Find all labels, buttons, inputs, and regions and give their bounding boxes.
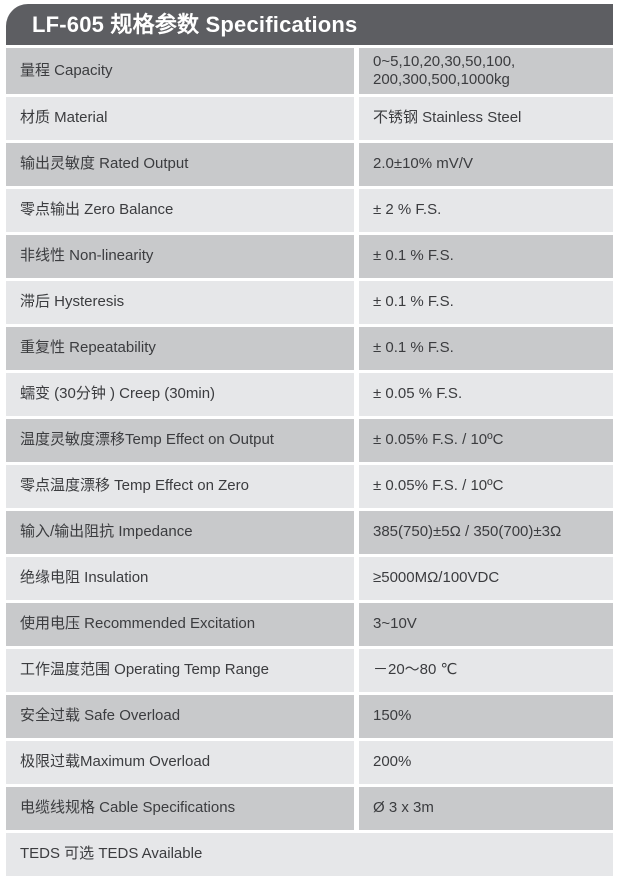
spec-label-cell: 零点输出 Zero Balance xyxy=(6,189,354,232)
spec-label-cell: 输出灵敏度 Rated Output xyxy=(6,143,354,186)
spec-label-cell: 滞后 Hysteresis xyxy=(6,281,354,324)
table-row: 非线性 Non-linearity ± 0.1 % F.S. xyxy=(6,235,613,278)
table-row: 极限过载Maximum Overload 200% xyxy=(6,741,613,784)
spec-label-cell: 量程 Capacity xyxy=(6,48,354,94)
spec-label-cell: 安全过载 Safe Overload xyxy=(6,695,354,738)
spec-label-cell: 蠕变 (30分钟 ) Creep (30min) xyxy=(6,373,354,416)
teds-availability-cell: TEDS 可选 TEDS Available xyxy=(6,833,613,876)
table-row: 安全过载 Safe Overload 150% xyxy=(6,695,613,738)
spec-value-cell: 0~5,10,20,30,50,100, 200,300,500,1000kg xyxy=(359,48,613,94)
spec-value-cell: ± 0.05% F.S. / 10ºC xyxy=(359,419,613,462)
spec-label-cell: 重复性 Repeatability xyxy=(6,327,354,370)
table-row-footer: TEDS 可选 TEDS Available xyxy=(6,833,613,876)
table-row: 使用电压 Recommended Excitation 3~10V xyxy=(6,603,613,646)
spec-value-cell: 不锈钢 Stainless Steel xyxy=(359,97,613,140)
spec-label-cell: 温度灵敏度漂移Temp Effect on Output xyxy=(6,419,354,462)
spec-value-cell: ± 0.1 % F.S. xyxy=(359,327,613,370)
table-row: 滞后 Hysteresis ± 0.1 % F.S. xyxy=(6,281,613,324)
spec-label-cell: 电缆线规格 Cable Specifications xyxy=(6,787,354,830)
spec-value-cell: 200% xyxy=(359,741,613,784)
table-row: 重复性 Repeatability ± 0.1 % F.S. xyxy=(6,327,613,370)
spec-value-cell: ≥5000MΩ/100VDC xyxy=(359,557,613,600)
spec-value-cell: ± 0.05 % F.S. xyxy=(359,373,613,416)
spec-label-cell: 非线性 Non-linearity xyxy=(6,235,354,278)
spec-value-cell: 2.0±10% mV/V xyxy=(359,143,613,186)
table-row: 输入/输出阻抗 Impedance 385(750)±5Ω / 350(700)±… xyxy=(6,511,613,554)
table-row: 电缆线规格 Cable Specifications Ø 3 x 3m xyxy=(6,787,613,830)
spec-label-cell: 极限过载Maximum Overload xyxy=(6,741,354,784)
spec-label-cell: 零点温度漂移 Temp Effect on Zero xyxy=(6,465,354,508)
page-title: LF-605 规格参数 Specifications xyxy=(32,11,358,37)
table-row: 工作温度范围 Operating Temp Range －20～80 ℃ xyxy=(6,649,613,692)
spec-value-cell: 385(750)±5Ω / 350(700)±3Ω xyxy=(359,511,613,554)
table-row: 零点温度漂移 Temp Effect on Zero ± 0.05% F.S. /… xyxy=(6,465,613,508)
table-row: 输出灵敏度 Rated Output 2.0±10% mV/V xyxy=(6,143,613,186)
spec-label-cell: 使用电压 Recommended Excitation xyxy=(6,603,354,646)
spec-value-cell: ± 0.1 % F.S. xyxy=(359,235,613,278)
spec-value-cell: ± 0.1 % F.S. xyxy=(359,281,613,324)
table-row: 零点输出 Zero Balance ± 2 % F.S. xyxy=(6,189,613,232)
table-row: 蠕变 (30分钟 ) Creep (30min) ± 0.05 % F.S. xyxy=(6,373,613,416)
spec-value-cell: －20～80 ℃ xyxy=(359,649,613,692)
specification-sheet: LF-605 规格参数 Specifications 量程 Capacity 0~… xyxy=(0,4,621,892)
spec-label-cell: 输入/输出阻抗 Impedance xyxy=(6,511,354,554)
spec-label-cell: 材质 Material xyxy=(6,97,354,140)
spec-header: LF-605 规格参数 Specifications xyxy=(6,4,613,45)
spec-value-cell: 3~10V xyxy=(359,603,613,646)
spec-value-cell: Ø 3 x 3m xyxy=(359,787,613,830)
table-row: 温度灵敏度漂移Temp Effect on Output ± 0.05% F.S.… xyxy=(6,419,613,462)
table-row: 绝缘电阻 Insulation ≥5000MΩ/100VDC xyxy=(6,557,613,600)
spec-label-cell: 绝缘电阻 Insulation xyxy=(6,557,354,600)
table-row: 量程 Capacity 0~5,10,20,30,50,100, 200,300,… xyxy=(6,48,613,94)
spec-value-cell: 150% xyxy=(359,695,613,738)
spec-value-cell: ± 0.05% F.S. / 10ºC xyxy=(359,465,613,508)
spec-value-cell: ± 2 % F.S. xyxy=(359,189,613,232)
specification-table: 量程 Capacity 0~5,10,20,30,50,100, 200,300,… xyxy=(6,45,613,876)
spec-label-cell: 工作温度范围 Operating Temp Range xyxy=(6,649,354,692)
table-row: 材质 Material 不锈钢 Stainless Steel xyxy=(6,97,613,140)
